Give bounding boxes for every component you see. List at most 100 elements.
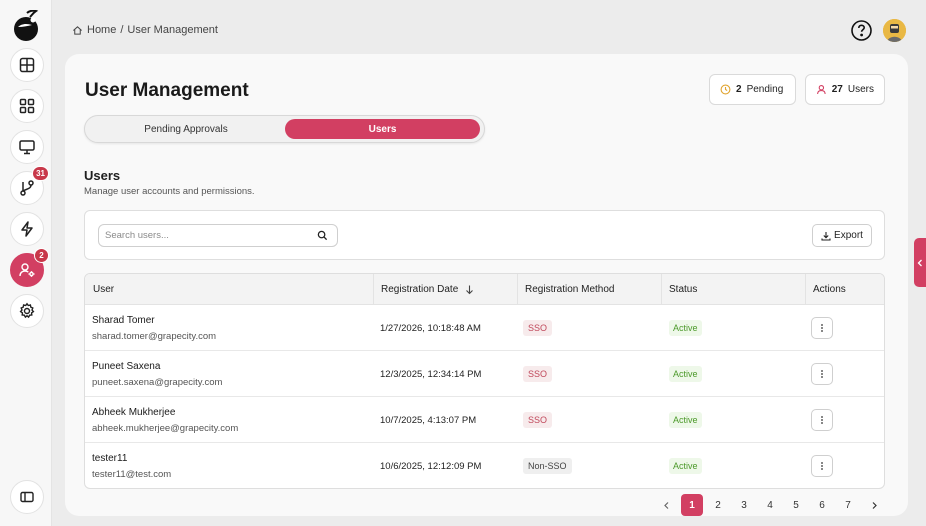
column-registration-date[interactable]: Registration Date	[373, 274, 518, 305]
user-management-badge: 2	[34, 248, 49, 263]
registration-date: 10/6/2025, 12:12:09 PM	[380, 461, 482, 472]
sidebar-item-pipelines[interactable]: 31	[10, 166, 49, 205]
column-registration-method: Registration Method	[517, 274, 662, 305]
registration-date: 1/27/2026, 10:18:48 AM	[380, 323, 481, 334]
table-row[interactable]: Sharad Tomer sharad.tomer@grapecity.com …	[85, 305, 884, 351]
help-icon[interactable]	[850, 19, 873, 42]
monitor-icon	[19, 140, 35, 155]
more-vertical-icon	[821, 324, 823, 332]
section-subtitle: Manage user accounts and permissions.	[84, 186, 255, 197]
sidebar-item-user-management[interactable]: 2	[10, 248, 49, 287]
user-name: tester11	[92, 453, 128, 464]
avatar[interactable]	[883, 19, 906, 42]
user-name: Sharad Tomer	[92, 315, 155, 326]
git-branch-icon	[20, 180, 34, 196]
chevron-left-icon	[663, 501, 668, 509]
section-title: Users	[84, 168, 121, 183]
export-button[interactable]: Export	[812, 224, 872, 247]
registration-date: 12/3/2025, 12:34:14 PM	[380, 369, 482, 380]
status-badge: Active	[669, 458, 702, 474]
users-count-button[interactable]: 27 Users	[805, 74, 885, 105]
sidebar-item-actions[interactable]	[10, 212, 44, 246]
user-email: tester11@test.com	[92, 469, 172, 480]
sort-down-icon[interactable]	[464, 284, 475, 295]
table-row[interactable]: tester11 tester11@test.com 10/6/2025, 12…	[85, 443, 884, 488]
tab-users[interactable]: Users	[285, 119, 480, 139]
sidebar-collapse-button[interactable]	[10, 480, 44, 514]
column-registration-method-label: Registration Method	[525, 284, 615, 295]
download-icon	[821, 231, 831, 241]
breadcrumb-separator: /	[120, 24, 124, 36]
registration-date: 10/7/2025, 4:13:07 PM	[380, 415, 477, 426]
breadcrumb-home[interactable]: Home	[87, 24, 117, 36]
sidebar-item-monitor[interactable]	[10, 130, 44, 164]
view-switcher: Pending Approvals Users	[84, 115, 485, 143]
method-badge: SSO	[523, 320, 553, 336]
user-email: puneet.saxena@grapecity.com	[92, 377, 223, 388]
chevron-right-icon	[872, 501, 877, 509]
sidebar-item-dashboard[interactable]	[10, 48, 44, 82]
table-toolbar: Export	[84, 210, 885, 260]
page-button-2[interactable]: 2	[715, 499, 721, 511]
user-icon	[817, 85, 826, 95]
layout-grid-icon	[19, 57, 35, 73]
main-card: User Management 2 Pending 27 Users Pendi…	[65, 54, 908, 516]
search-icon[interactable]	[317, 230, 328, 241]
more-vertical-icon	[821, 370, 823, 378]
chevron-left-icon	[917, 259, 922, 266]
table-header: User Registration Date Registration Meth…	[85, 274, 884, 305]
page-button-7[interactable]: 7	[845, 499, 851, 511]
table-row[interactable]: Abheek Mukherjee abheek.mukherjee@grapec…	[85, 397, 884, 443]
app-logo[interactable]	[12, 10, 42, 42]
prev-page-button[interactable]	[655, 494, 677, 516]
tab-pending-approvals[interactable]: Pending Approvals	[144, 123, 228, 135]
column-actions-label: Actions	[813, 284, 846, 295]
search-input[interactable]	[99, 225, 299, 246]
sidebar-item-settings[interactable]	[10, 294, 44, 328]
row-actions-button[interactable]	[811, 455, 833, 477]
row-actions-button[interactable]	[811, 363, 833, 385]
side-panel-toggle[interactable]	[914, 238, 926, 287]
apps-icon	[19, 98, 35, 114]
sidebar-item-widgets[interactable]	[10, 89, 44, 123]
export-label: Export	[834, 230, 863, 241]
method-badge: Non-SSO	[523, 458, 572, 474]
user-settings-icon	[19, 263, 35, 277]
more-vertical-icon	[821, 416, 823, 424]
page-button-1[interactable]: 1	[681, 494, 703, 516]
next-page-button[interactable]	[863, 494, 885, 516]
lightning-icon	[21, 221, 33, 237]
user-email: sharad.tomer@grapecity.com	[92, 331, 217, 342]
breadcrumb-current: User Management	[127, 24, 218, 36]
more-vertical-icon	[821, 462, 823, 470]
column-status-label: Status	[669, 284, 698, 295]
sidebar-toggle-icon	[20, 491, 34, 503]
page-button-5[interactable]: 5	[793, 499, 799, 511]
search-box	[98, 224, 338, 247]
method-badge: SSO	[523, 366, 553, 382]
column-user-label: User	[93, 284, 115, 295]
column-registration-date-label: Registration Date	[381, 284, 459, 295]
gear-icon	[19, 302, 35, 319]
page-title: User Management	[85, 80, 249, 101]
row-actions-button[interactable]	[811, 409, 833, 431]
page-button-4[interactable]: 4	[767, 499, 773, 511]
status-badge: Active	[669, 320, 702, 336]
pending-count-button[interactable]: 2 Pending	[709, 74, 796, 105]
pending-count: 2	[736, 84, 742, 95]
pending-label: Pending	[746, 84, 784, 95]
table-row[interactable]: Puneet Saxena puneet.saxena@grapecity.co…	[85, 351, 884, 397]
row-actions-button[interactable]	[811, 317, 833, 339]
column-status: Status	[661, 274, 806, 305]
pagination: 1 2 3 4 5 6 7	[655, 493, 885, 517]
page-button-3[interactable]: 3	[741, 499, 747, 511]
column-user: User	[85, 274, 374, 305]
user-email: abheek.mukherjee@grapecity.com	[92, 423, 239, 434]
status-badge: Active	[669, 366, 702, 382]
home-icon	[73, 25, 82, 35]
breadcrumb: Home / User Management	[72, 24, 218, 36]
page-button-6[interactable]: 6	[819, 499, 825, 511]
user-name: Puneet Saxena	[92, 361, 161, 372]
users-table: User Registration Date Registration Meth…	[84, 273, 885, 489]
clock-icon	[720, 84, 731, 95]
